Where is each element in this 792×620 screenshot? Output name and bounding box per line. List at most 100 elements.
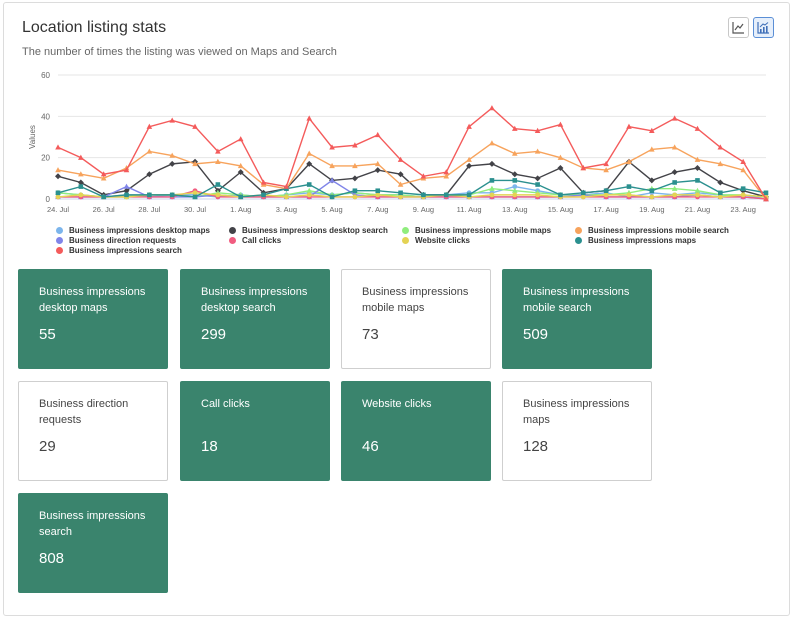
data-point — [100, 175, 107, 181]
x-tick-label: 17. Aug — [593, 205, 618, 214]
data-point — [215, 182, 221, 187]
data-point — [421, 192, 426, 198]
legend-item[interactable]: Business impressions desktop maps — [56, 226, 210, 235]
data-point — [352, 142, 358, 148]
data-point — [283, 183, 290, 189]
data-point — [740, 167, 746, 173]
data-point — [306, 182, 312, 187]
data-point — [78, 184, 84, 189]
x-tick-label: 1. Aug — [230, 205, 251, 214]
series-line — [57, 142, 767, 200]
data-point — [557, 165, 564, 171]
data-point — [375, 192, 381, 198]
data-point — [511, 125, 518, 131]
legend-item[interactable]: Website clicks — [402, 236, 470, 245]
legend-marker — [402, 237, 409, 244]
data-point — [534, 127, 541, 133]
legend-marker — [229, 227, 236, 234]
stat-tile-label: Business direction requests — [39, 398, 129, 426]
stat-tile: Business impressions mobile maps 73 — [341, 269, 491, 369]
legend-marker — [56, 237, 63, 244]
legend-item[interactable]: Business impressions desktop search — [229, 226, 388, 235]
data-point — [671, 115, 678, 121]
legend-item[interactable]: Business impressions search — [56, 246, 182, 255]
data-point — [694, 125, 701, 131]
panel-subtitle: The number of times the listing was view… — [22, 46, 337, 58]
data-point — [512, 184, 518, 189]
data-point — [671, 144, 678, 150]
stat-tile-value: 29 — [39, 438, 56, 455]
legend-marker — [575, 227, 582, 234]
data-point — [169, 152, 175, 158]
data-point — [123, 183, 130, 189]
bar-line-chart-toggle-button[interactable] — [753, 17, 774, 38]
legend-label: Business impressions desktop search — [242, 226, 388, 235]
stat-tile: Business impressions desktop search 299 — [180, 269, 330, 369]
line-chart-toggle-button[interactable] — [728, 17, 749, 38]
data-point — [535, 182, 540, 187]
data-point — [169, 192, 175, 198]
y-tick-label: 40 — [41, 112, 50, 121]
y-tick-label: 0 — [46, 195, 51, 204]
data-point — [649, 127, 655, 133]
legend-label: Business impressions maps — [588, 236, 697, 245]
line-chart: 0 20 40 60 Values 24. Jul 26. Jul 28. Jul 30. Ju… — [28, 71, 769, 214]
data-point — [237, 162, 244, 169]
data-point — [580, 165, 587, 171]
y-tick-label: 60 — [41, 71, 50, 80]
x-tick-label: 9. Aug — [413, 205, 434, 214]
data-point — [489, 140, 495, 146]
data-point — [306, 160, 313, 167]
y-axis-title: Values — [28, 125, 37, 149]
series-line — [57, 107, 767, 200]
x-tick-label: 21. Aug — [685, 205, 710, 214]
data-point — [603, 167, 609, 173]
data-point — [466, 156, 472, 162]
data-point — [443, 169, 450, 175]
x-tick-label: 23. Aug — [730, 205, 755, 214]
data-point — [215, 192, 221, 198]
legend-marker — [56, 247, 63, 254]
data-point — [238, 194, 244, 200]
stat-tile: Business impressions maps 128 — [502, 381, 652, 481]
legend-label: Call clicks — [242, 236, 282, 245]
bar-line-chart-icon — [757, 22, 769, 34]
stat-tile: Business direction requests 29 — [18, 381, 168, 481]
data-point — [147, 192, 152, 198]
legend-item[interactable]: Business impressions maps — [575, 236, 696, 245]
data-point — [535, 192, 541, 198]
legend-item[interactable]: Business impressions mobile search — [575, 226, 729, 235]
legend-label: Business impressions search — [69, 246, 182, 255]
stat-tile-label: Business impressions mobile maps — [362, 286, 469, 314]
data-point — [169, 160, 176, 167]
data-point — [352, 162, 358, 169]
x-tick-label: 15. Aug — [548, 205, 573, 214]
data-point — [489, 185, 495, 191]
x-tick-label: 30. Jul — [184, 205, 206, 214]
legend-item[interactable]: Business direction requests — [56, 236, 176, 245]
data-point — [192, 190, 198, 196]
series-line — [57, 160, 767, 198]
data-point — [397, 181, 404, 187]
data-point — [55, 173, 61, 180]
x-tick-label: 19. Aug — [639, 205, 664, 214]
data-point — [215, 158, 221, 164]
data-point — [78, 154, 84, 160]
data-point — [352, 194, 358, 200]
data-point — [626, 158, 632, 164]
data-point — [101, 194, 106, 200]
data-point — [580, 190, 586, 196]
stat-tile-label: Call clicks — [201, 398, 250, 410]
data-point — [374, 131, 381, 138]
legend-item[interactable]: Call clicks — [229, 236, 281, 245]
data-point — [671, 169, 678, 176]
legend-item[interactable]: Business impressions mobile maps — [402, 226, 551, 235]
data-point — [718, 190, 723, 196]
data-point — [261, 192, 266, 198]
data-point — [306, 150, 313, 156]
data-point — [717, 160, 724, 167]
data-point — [192, 194, 198, 200]
data-point — [77, 179, 84, 186]
data-point — [717, 144, 724, 150]
data-point — [580, 194, 586, 200]
